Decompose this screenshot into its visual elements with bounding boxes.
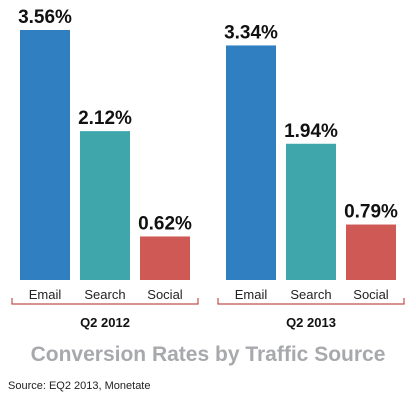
bar-group-1-social [140, 236, 190, 280]
data-label-group-1-email: 3.56% [18, 7, 72, 28]
category-label-group-1-search: Search [84, 287, 125, 302]
category-label-group-2-social: Social [353, 287, 389, 302]
bar-group-1-search [80, 131, 130, 280]
data-label-group-1-search: 2.12% [78, 108, 132, 129]
chart-title: Conversion Rates by Traffic Source [30, 343, 386, 366]
data-label-group-2-social: 0.79% [344, 202, 398, 223]
group-bracket-2 [217, 298, 405, 305]
category-label-group-1-social: Social [147, 287, 183, 302]
bar-group-2-search [286, 143, 336, 280]
group-label-1: Q2 2012 [80, 315, 130, 330]
category-label-group-2-email: Email [235, 287, 268, 302]
data-label-group-2-search: 1.94% [284, 121, 338, 142]
bar-group-1-email [20, 30, 70, 280]
source-note: Source: EQ2 2013, Monetate [8, 380, 151, 392]
data-label-group-2-email: 3.34% [224, 22, 278, 43]
data-label-group-1-social: 0.62% [138, 213, 192, 234]
group-bracket-1 [11, 298, 199, 305]
bar-group-2-email [226, 45, 276, 281]
category-label-group-1-email: Email [29, 287, 62, 302]
bar-group-2-social [346, 224, 396, 280]
category-label-group-2-search: Search [290, 287, 331, 302]
group-label-2: Q2 2013 [286, 315, 336, 330]
